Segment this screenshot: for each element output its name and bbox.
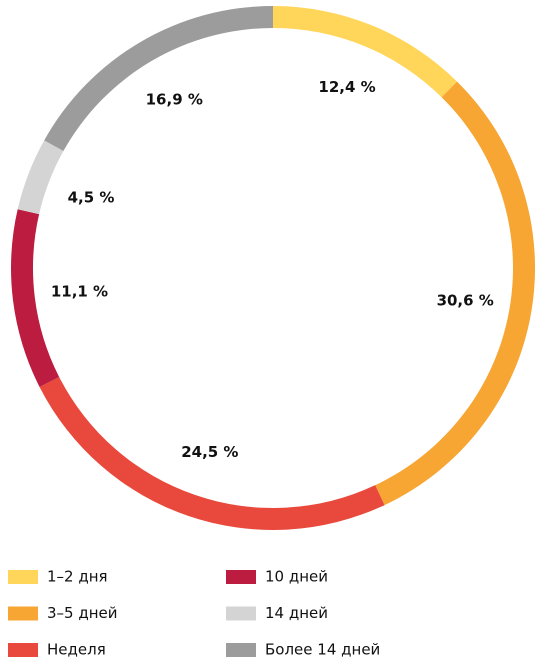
data-label: 11,1 % [51, 282, 108, 300]
legend-swatch [226, 643, 256, 657]
data-label: 30,6 % [437, 291, 494, 309]
data-label: 16,9 % [146, 90, 203, 108]
legend-swatch [8, 643, 38, 657]
legend-label: Неделя [47, 641, 106, 659]
legend-swatch [226, 606, 256, 621]
data-label: 24,5 % [181, 443, 238, 461]
donut-segment [273, 6, 458, 98]
legend-label: 14 дней [265, 604, 328, 622]
legend-swatch [8, 570, 38, 584]
donut-segment [17, 140, 64, 215]
legend-label: 3–5 дней [47, 604, 118, 622]
legend-label: 10 дней [265, 568, 328, 586]
legend-label: Более 14 дней [265, 641, 380, 659]
legend-label: 1–2 дня [47, 568, 108, 586]
donut-segment [10, 209, 60, 387]
data-label: 12,4 % [318, 78, 375, 96]
legend-swatch [8, 606, 38, 621]
donut-segment [375, 81, 535, 506]
legend-swatch [226, 570, 256, 584]
donut-segment [39, 376, 385, 530]
data-label: 4,5 % [68, 188, 115, 206]
donut-segment [44, 6, 274, 152]
